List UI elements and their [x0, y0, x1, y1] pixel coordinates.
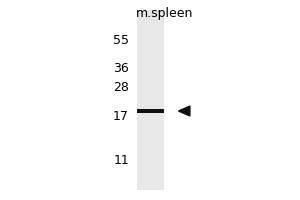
Text: 11: 11 [113, 154, 129, 166]
Polygon shape [178, 106, 190, 116]
Text: 28: 28 [113, 81, 129, 94]
Text: 55: 55 [113, 33, 129, 46]
Text: 36: 36 [113, 62, 129, 74]
Text: 17: 17 [113, 110, 129, 122]
Bar [136, 10, 164, 190]
Text: m.spleen: m.spleen [136, 7, 194, 21]
Bar [136, 109, 164, 113]
